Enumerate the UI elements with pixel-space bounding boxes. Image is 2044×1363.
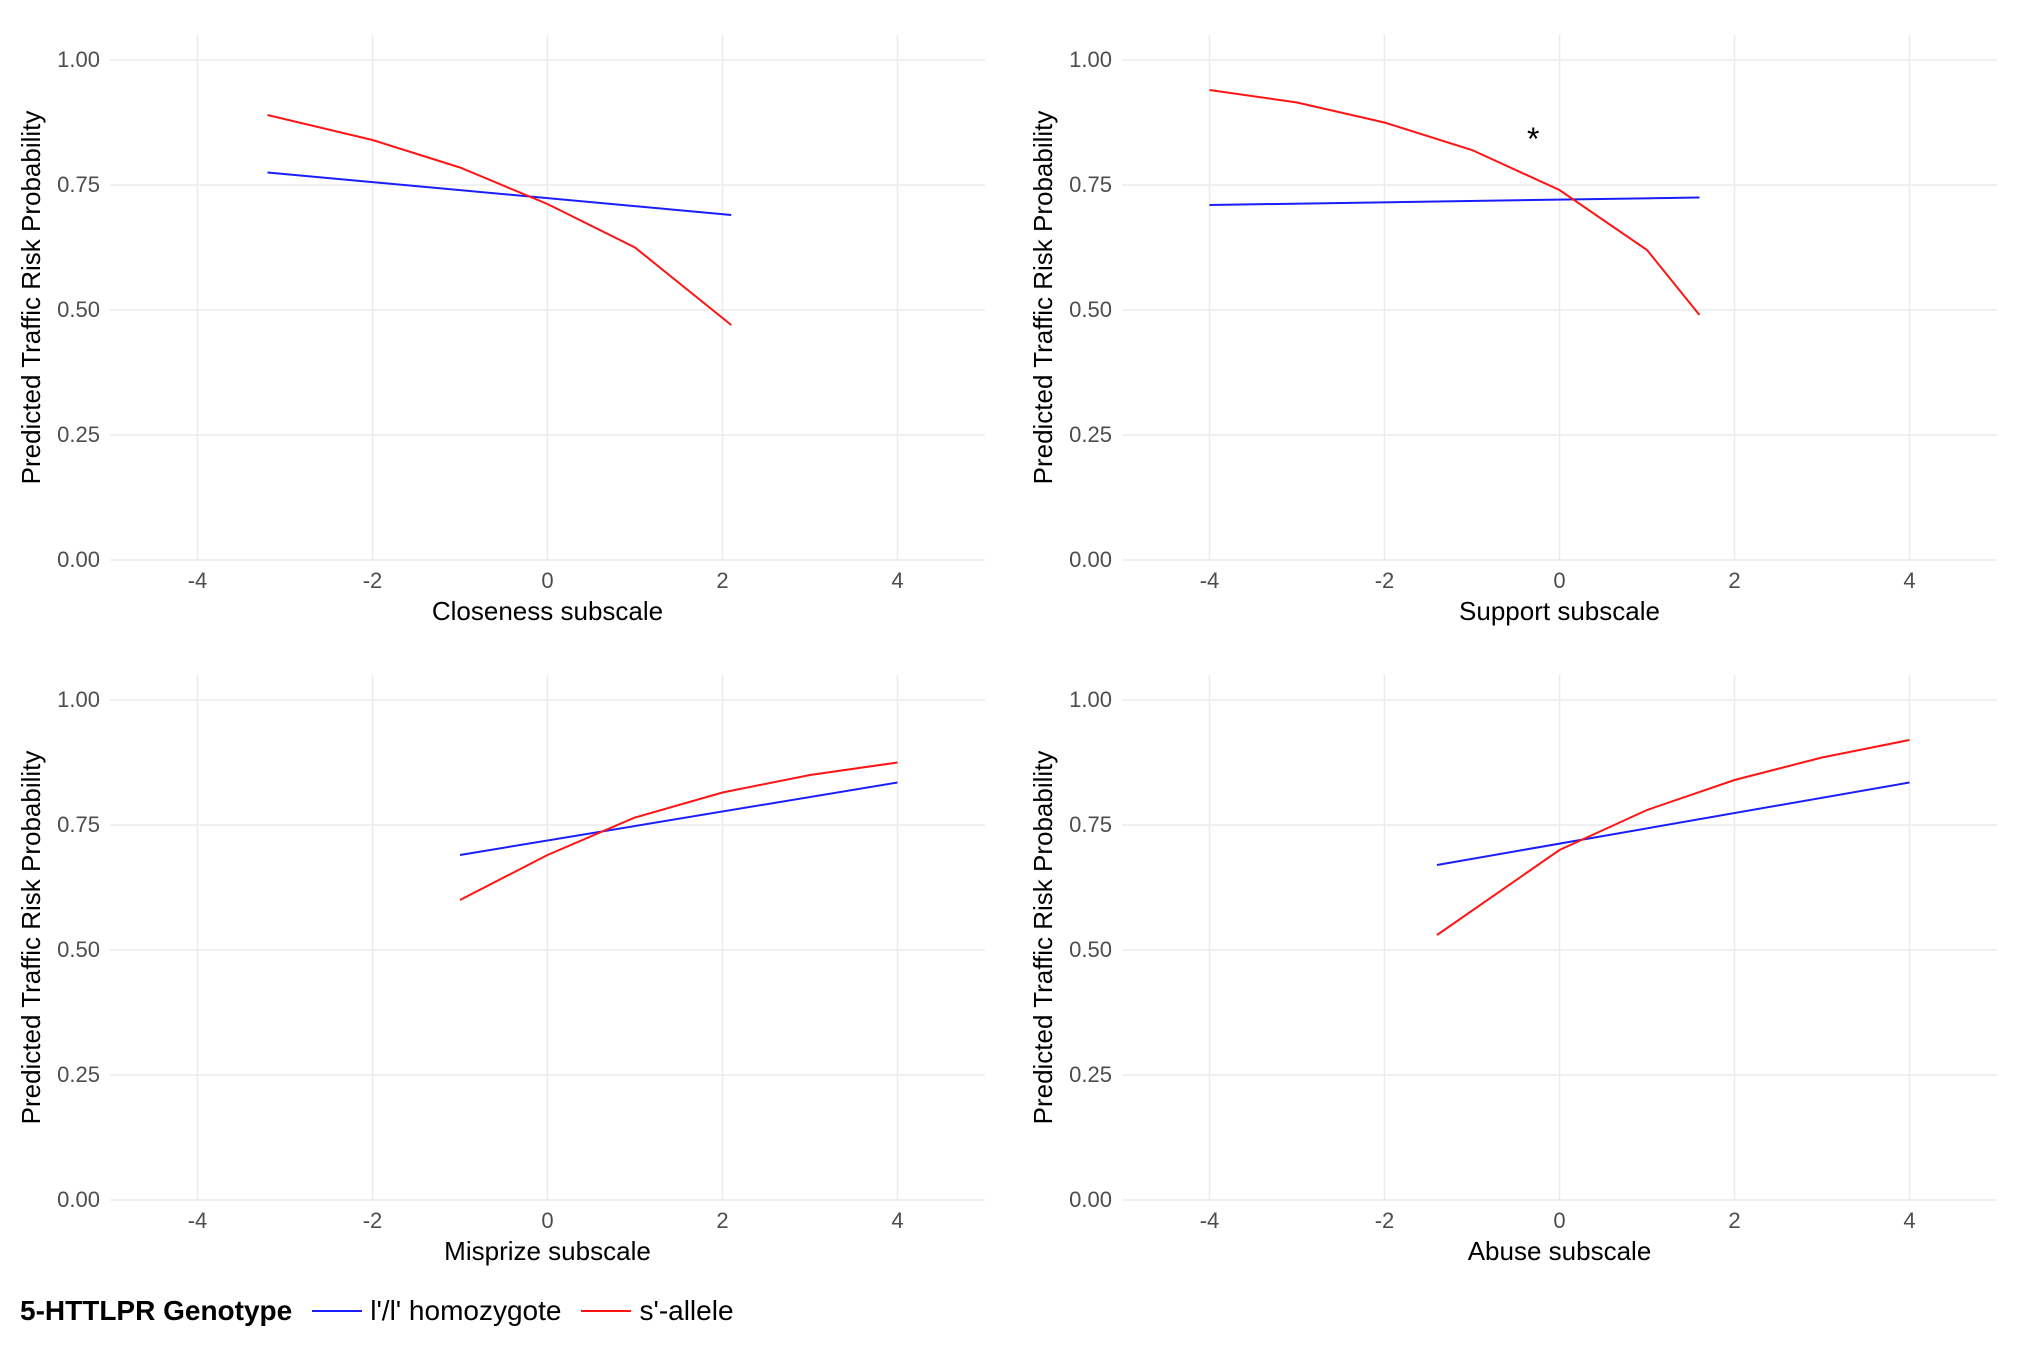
legend: 5-HTTLPR Genotype l'/l' homozygote s'-al… (20, 1295, 2024, 1327)
chart-panel-3: -4 -2 0 2 4 0.00 0.25 0.50 0.75 1.00 Abuse subscal… (1032, 660, 2012, 1270)
svg-text:0: 0 (541, 1208, 553, 1233)
legend-line-blue (312, 1310, 362, 1312)
chart-panel-0: -4 -2 0 2 4 0.00 0.25 0.50 0.75 1.00 Closeness sub… (20, 20, 1000, 630)
svg-text:0.50: 0.50 (57, 937, 100, 962)
svg-text:0.25: 0.25 (1069, 422, 1112, 447)
svg-text:0: 0 (1553, 1208, 1565, 1233)
svg-text:-4: -4 (188, 568, 208, 593)
svg-text:0.50: 0.50 (57, 297, 100, 322)
svg-text:Abuse subscale: Abuse subscale (1468, 1236, 1652, 1266)
svg-text:4: 4 (891, 1208, 903, 1233)
svg-text:0.00: 0.00 (57, 547, 100, 572)
svg-text:2: 2 (716, 568, 728, 593)
svg-text:Predicted Traffic Risk Probabi: Predicted Traffic Risk Probability (1032, 111, 1058, 485)
svg-text:4: 4 (891, 568, 903, 593)
legend-label-blue: l'/l' homozygote (370, 1295, 561, 1327)
chart-panel-1: * -4 -2 0 2 4 0.00 0.25 0.50 0.75 1.00 Support subs… (1032, 20, 2012, 630)
svg-text:-4: -4 (1200, 568, 1220, 593)
svg-text:-2: -2 (1375, 568, 1395, 593)
legend-label-red: s'-allele (639, 1295, 733, 1327)
svg-text:-2: -2 (363, 1208, 383, 1233)
legend-item-red: s'-allele (581, 1295, 733, 1327)
svg-text:Predicted Traffic Risk Probabi: Predicted Traffic Risk Probability (1032, 751, 1058, 1125)
svg-text:Support subscale: Support subscale (1459, 596, 1660, 626)
svg-text:0: 0 (541, 568, 553, 593)
panel-0: -4 -2 0 2 4 0.00 0.25 0.50 0.75 1.00 Closeness sub… (20, 20, 1012, 640)
svg-text:0.75: 0.75 (57, 172, 100, 197)
svg-text:-4: -4 (1200, 1208, 1220, 1233)
svg-text:Closeness subscale: Closeness subscale (432, 596, 663, 626)
svg-text:0.25: 0.25 (1069, 1062, 1112, 1087)
svg-text:0.50: 0.50 (1069, 297, 1112, 322)
legend-title: 5-HTTLPR Genotype (20, 1295, 292, 1327)
svg-text:Predicted Traffic Risk Probabi: Predicted Traffic Risk Probability (20, 751, 46, 1125)
svg-text:-2: -2 (1375, 1208, 1395, 1233)
panel-1: * -4 -2 0 2 4 0.00 0.25 0.50 0.75 1.00 Support subs… (1032, 20, 2024, 640)
svg-text:0.00: 0.00 (1069, 547, 1112, 572)
svg-text:0.75: 0.75 (57, 812, 100, 837)
svg-text:Misprize subscale: Misprize subscale (444, 1236, 651, 1266)
svg-text:2: 2 (716, 1208, 728, 1233)
svg-text:-2: -2 (363, 568, 383, 593)
legend-item-blue: l'/l' homozygote (312, 1295, 561, 1327)
svg-text:2: 2 (1728, 568, 1740, 593)
svg-text:-4: -4 (188, 1208, 208, 1233)
legend-line-red (581, 1310, 631, 1312)
svg-text:0.25: 0.25 (57, 422, 100, 447)
svg-text:1.00: 1.00 (57, 687, 100, 712)
panel-3: -4 -2 0 2 4 0.00 0.25 0.50 0.75 1.00 Abuse subscal… (1032, 660, 2024, 1280)
svg-text:4: 4 (1903, 1208, 1915, 1233)
svg-text:0.25: 0.25 (57, 1062, 100, 1087)
chart-panel-2: -4 -2 0 2 4 0.00 0.25 0.50 0.75 1.00 Misprize subs… (20, 660, 1000, 1270)
chart-grid: -4 -2 0 2 4 0.00 0.25 0.50 0.75 1.00 Closeness sub… (20, 20, 2024, 1280)
svg-text:0.75: 0.75 (1069, 812, 1112, 837)
svg-text:0: 0 (1553, 568, 1565, 593)
svg-text:0.00: 0.00 (1069, 1187, 1112, 1212)
svg-text:0.75: 0.75 (1069, 172, 1112, 197)
svg-text:1.00: 1.00 (1069, 687, 1112, 712)
svg-text:1.00: 1.00 (57, 47, 100, 72)
svg-text:1.00: 1.00 (1069, 47, 1112, 72)
svg-text:0.50: 0.50 (1069, 937, 1112, 962)
svg-text:Predicted Traffic Risk Probabi: Predicted Traffic Risk Probability (20, 111, 46, 485)
svg-text:4: 4 (1903, 568, 1915, 593)
panel-2: -4 -2 0 2 4 0.00 0.25 0.50 0.75 1.00 Misprize subs… (20, 660, 1012, 1280)
svg-text:*: * (1527, 121, 1539, 157)
svg-text:2: 2 (1728, 1208, 1740, 1233)
svg-text:0.00: 0.00 (57, 1187, 100, 1212)
